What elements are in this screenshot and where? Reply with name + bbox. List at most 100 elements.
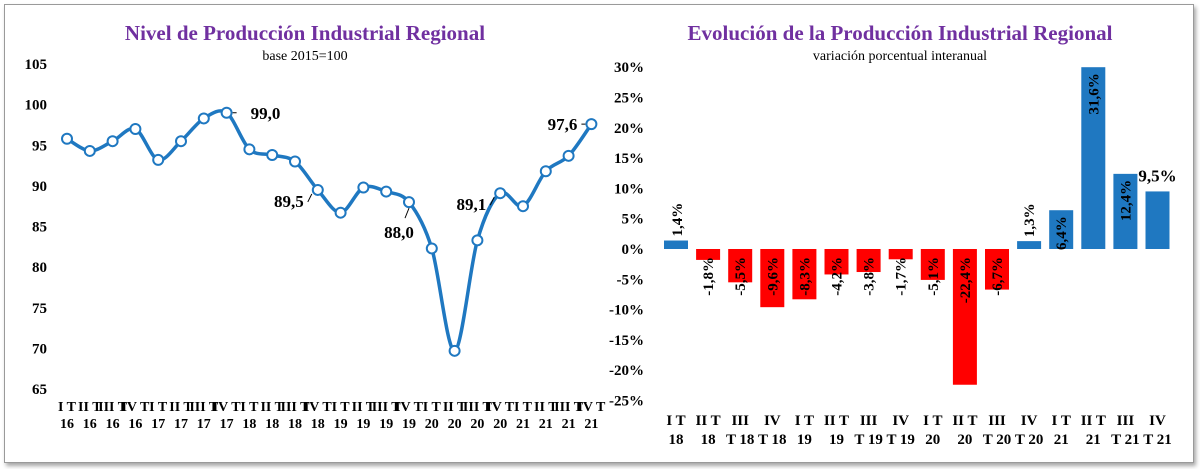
- x-tick-label: 19: [829, 432, 844, 448]
- data-point: [425, 242, 438, 255]
- series-line: [66, 109, 593, 353]
- x-tick-label: 19: [334, 417, 348, 432]
- data-point: [494, 187, 507, 200]
- x-tick-label: T 20: [983, 432, 1011, 448]
- bar-label: -22,4%: [958, 257, 974, 303]
- data-point: [61, 132, 73, 145]
- x-tick-label: II T: [534, 400, 558, 415]
- x-tick-label: 18: [265, 417, 279, 432]
- x-tick-label: 20: [925, 432, 940, 448]
- y-tick-label: -15%: [609, 333, 644, 349]
- x-tick-label: I T: [58, 400, 77, 415]
- x-tick-label: II T: [696, 413, 721, 429]
- x-tick-label: IV T: [304, 400, 333, 415]
- data-point: [448, 344, 461, 357]
- bar: [1113, 173, 1138, 249]
- x-tick-label: IV T: [486, 400, 515, 415]
- data-annotation: 89,1: [456, 195, 486, 214]
- bar: [760, 249, 785, 308]
- chart-frame: [4, 4, 1194, 463]
- data-point: [243, 143, 256, 156]
- data-point: [539, 165, 552, 178]
- x-tick-label: IV: [892, 413, 909, 429]
- x-tick-label: 19: [402, 417, 416, 432]
- y-tick-label: 85: [32, 220, 47, 236]
- bar-label: -1,8%: [701, 257, 717, 296]
- x-tick-label: II T: [260, 400, 284, 415]
- data-point: [266, 149, 279, 161]
- x-tick-label: 16: [106, 417, 120, 432]
- bar-chart-title: Evolución de la Producción Industrial Re…: [688, 21, 1113, 45]
- data-point: [380, 185, 393, 198]
- y-tick-label: 95: [32, 138, 47, 154]
- x-tick-label: 17: [151, 417, 165, 432]
- data-point: [220, 106, 233, 119]
- x-tick-label: 18: [242, 417, 256, 432]
- bar-label: -3,8%: [862, 257, 878, 296]
- y-tick-label: 80: [32, 260, 47, 276]
- x-tick-label: II T: [1081, 413, 1106, 429]
- bar: [888, 249, 913, 260]
- x-tick-label: III: [860, 413, 878, 429]
- data-point: [175, 135, 187, 148]
- x-tick-label: 18: [288, 417, 302, 432]
- bar-label: -9,6%: [765, 257, 781, 296]
- bar-label: -5,5%: [733, 257, 749, 296]
- x-tick-label: I T: [240, 400, 259, 415]
- x-tick-label: T 18: [758, 432, 786, 448]
- x-tick-label: I T: [1052, 413, 1071, 429]
- x-tick-label: IV T: [577, 400, 606, 415]
- x-tick-label: II T: [78, 400, 102, 415]
- y-tick-label: 90: [32, 179, 47, 195]
- x-tick-label: 17: [174, 417, 188, 432]
- data-point: [562, 149, 575, 162]
- y-tick-label: 30%: [614, 60, 644, 76]
- data-point: [106, 135, 119, 148]
- x-tick-label: III: [731, 413, 749, 429]
- bar: [952, 249, 977, 385]
- bar: [696, 249, 721, 260]
- x-tick-label: II T: [169, 400, 193, 415]
- data-point: [334, 206, 347, 219]
- data-point: [585, 118, 598, 131]
- x-tick-label: 16: [83, 417, 97, 432]
- bar-chart-subtitle: variación porcentual interanual: [813, 49, 987, 64]
- bar: [728, 249, 753, 283]
- bar-label: 1,3%: [1022, 203, 1038, 237]
- x-tick-label: IV T: [121, 400, 150, 415]
- bar: [856, 249, 881, 273]
- x-tick-label: 21: [1086, 432, 1101, 448]
- data-annotation: 97,6: [548, 115, 578, 134]
- x-tick-label: 19: [797, 432, 812, 448]
- y-tick-label: 65: [32, 382, 47, 398]
- y-tick-label: 105: [25, 57, 48, 73]
- x-tick-label: IV: [1021, 413, 1038, 429]
- x-tick-label: 20: [448, 417, 462, 432]
- bar-label: -5,1%: [926, 257, 942, 296]
- x-tick-label: 20: [493, 417, 507, 432]
- x-tick-label: T 19: [886, 432, 914, 448]
- x-tick-label: II T: [443, 400, 467, 415]
- bar: [1081, 67, 1106, 249]
- bar-label: 31,6%: [1086, 73, 1102, 114]
- bar-label: 1,4%: [670, 203, 686, 237]
- bar-chart: -25% -20% -15% -10% -5% 0% 5% 10% 15% 20% 25% 30% I …: [609, 60, 1177, 448]
- bar: [1017, 241, 1042, 249]
- x-tick-label: I T: [149, 400, 168, 415]
- x-tick-label: III: [988, 413, 1006, 429]
- bar-label: 6,4%: [1054, 216, 1070, 250]
- x-tick-label: I T: [514, 400, 533, 415]
- data-point: [403, 196, 415, 209]
- y-tick-label: 15%: [614, 151, 644, 167]
- x-tick-label: 20: [425, 417, 439, 432]
- data-point: [517, 200, 529, 213]
- x-tick-label: I T: [666, 413, 685, 429]
- x-tick-label: 18: [311, 417, 325, 432]
- bar: [664, 240, 688, 249]
- bar-label: -1,7%: [894, 257, 910, 296]
- bar: [920, 249, 945, 280]
- x-tick-label: 17: [197, 417, 211, 432]
- x-tick-label: II T: [352, 400, 376, 415]
- x-tick-label: T 21: [1111, 432, 1139, 448]
- annotation-leader: [404, 207, 410, 219]
